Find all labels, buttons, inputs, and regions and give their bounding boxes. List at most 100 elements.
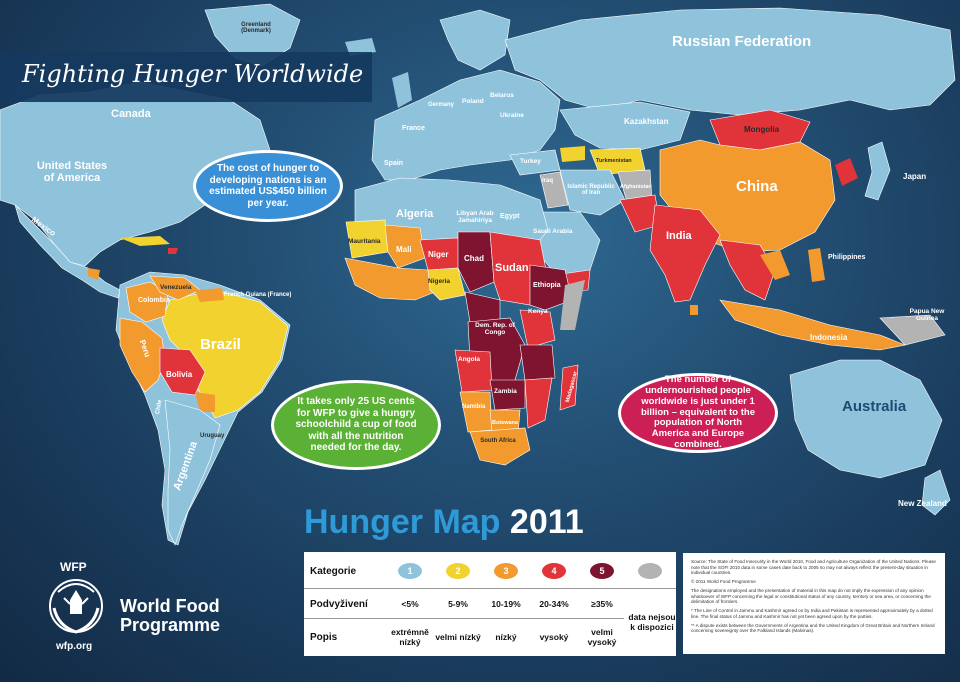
brazil-shape [161, 289, 289, 419]
label-algeria: Algeria [396, 208, 434, 220]
label-turkey: Turkey [520, 158, 541, 165]
label-namibia: Namibia [462, 404, 486, 410]
mozambique-shape [524, 377, 553, 429]
wfp-name-line2: Programme [120, 614, 221, 635]
legend-divider [304, 588, 676, 589]
label-brazil: Brazil [200, 336, 241, 353]
cost-bubble: The cost of hunger to developing nations… [193, 150, 343, 222]
mali-shape [384, 224, 426, 269]
nigeria-shape [427, 267, 466, 301]
label-french-guiana: French Guiana (France) [224, 292, 292, 298]
guatemala-shape [88, 268, 100, 280]
label-botswana: Botswana [492, 420, 518, 426]
caribbean-shape [120, 236, 170, 246]
label-nigeria: Nigeria [428, 278, 451, 285]
sri-lanka-shape [690, 305, 698, 315]
argentina-shape [164, 399, 221, 546]
label-kazakhstan: Kazakhstan [624, 117, 669, 126]
source-note: Source: The State of Food Insecurity in … [691, 559, 936, 576]
madagascar-shape [559, 364, 579, 411]
label-niger: Niger [428, 250, 449, 259]
desc-1: extrémně nízký [391, 627, 429, 647]
wfp-name: World Food Programme [120, 597, 220, 635]
label-usa: United States of America [36, 160, 108, 184]
label-venezuela: Venezuela [160, 284, 192, 291]
wfp-url[interactable]: wfp.org [56, 641, 93, 652]
title-banner [0, 52, 372, 102]
label-australia: Australia [842, 398, 907, 415]
central-africa-shape [464, 291, 501, 323]
pct-2: 5-9% [448, 599, 468, 609]
zambia-shape [489, 379, 526, 411]
hunger-map-title: Hunger Map 2011 [304, 503, 584, 542]
label-canada: Canada [111, 108, 151, 120]
pct-5: ≥35% [591, 599, 613, 609]
kazakhstan-shape [559, 101, 691, 151]
turkmenistan-shape [589, 147, 646, 176]
colombia-shape [125, 281, 169, 323]
label-germany: Germany [428, 102, 455, 108]
label-mauritania: Mauritania [348, 238, 381, 245]
chad-shape [457, 231, 495, 293]
label-iran: Islamic Republic of Iran [567, 184, 615, 196]
pct-4: 20-34% [539, 599, 569, 609]
japan-shape [864, 141, 891, 201]
australia-shape [789, 359, 943, 479]
legend-row-category: Kategorie 1 2 3 4 5 [304, 556, 676, 586]
desc-2: velmi nízký [435, 632, 481, 642]
label-philippines: Philippines [828, 254, 866, 261]
label-saudi: Saudi Arabia [533, 228, 573, 235]
ethiopia-shape [529, 264, 573, 311]
label-ethiopia: Ethiopia [533, 282, 561, 289]
label-nz: New Zealand [898, 499, 947, 508]
laos-shape [760, 250, 790, 280]
label-poland: Poland [462, 98, 484, 105]
png-shape [879, 314, 946, 346]
category-dot-4: 4 [542, 563, 566, 579]
label-south-africa: South Africa [480, 438, 516, 444]
label-png: Papua New Guinea [909, 308, 945, 322]
uk-shape [392, 72, 412, 108]
label-drc: Dem. Rep. of Congo [475, 322, 515, 336]
namibia-shape [459, 391, 493, 433]
west-africa-shape [344, 257, 441, 301]
label-mali: Mali [396, 245, 412, 254]
kenya-shape [519, 309, 556, 349]
legend-head-undernourishment: Podvyživení [310, 598, 368, 610]
label-sudan: Sudan [495, 262, 529, 274]
label-bolivia: Bolivia [166, 370, 193, 379]
peru-shape [119, 317, 166, 393]
iceland-shape [345, 38, 376, 56]
indonesia-shape [719, 299, 907, 351]
label-greenland: Greenland (Denmark) [241, 22, 271, 34]
source-note: © 2011 World Food Programme [691, 579, 756, 585]
label-angola: Angola [458, 356, 481, 363]
category-dot-2: 2 [446, 563, 470, 579]
label-china: China [736, 178, 778, 195]
page-title: Fighting Hunger Worldwide [22, 60, 364, 88]
label-uruguay: Uruguay [200, 433, 225, 439]
undernourished-bubble: The number of undernourished people worl… [618, 373, 778, 453]
legend-head-category: Kategorie [310, 565, 357, 577]
category-dot-1: 1 [398, 563, 422, 579]
russia-shape [504, 7, 956, 116]
label-ukraine: Ukraine [500, 112, 524, 119]
paraguay-shape [195, 392, 215, 412]
nz-shape [921, 469, 951, 516]
source-note: ** A dispute exists between the Governme… [691, 622, 935, 634]
label-chad: Chad [464, 254, 484, 263]
wfp-short-name: WFP [60, 560, 87, 574]
haiti-shape [168, 248, 178, 254]
label-spain: Spain [384, 160, 404, 167]
guyana-shape [195, 288, 224, 302]
label-russia: Russian Federation [672, 33, 812, 50]
label-japan: Japan [903, 172, 927, 181]
legend-row-description: Popis extrémně nízký velmi nízký nízký v… [304, 620, 676, 654]
korea-shape [835, 158, 858, 186]
label-colombia: Colombia [138, 297, 170, 304]
south-africa-shape [469, 427, 531, 466]
label-mongolia: Mongolia [744, 125, 780, 134]
caucasus-shape [560, 146, 585, 162]
category-dot-nodata [638, 563, 662, 579]
